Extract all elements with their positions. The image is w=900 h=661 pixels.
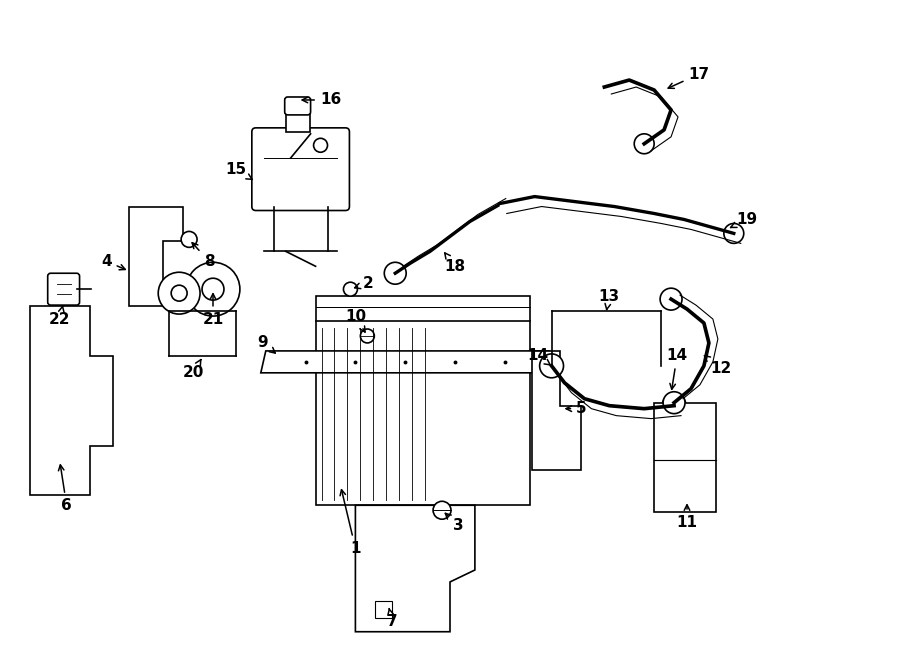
Circle shape	[158, 272, 200, 314]
Text: 14: 14	[527, 348, 551, 366]
FancyBboxPatch shape	[48, 273, 79, 305]
Circle shape	[660, 288, 682, 310]
Polygon shape	[532, 351, 581, 471]
Circle shape	[313, 138, 328, 152]
Text: 7: 7	[387, 609, 398, 629]
Circle shape	[662, 394, 686, 418]
FancyBboxPatch shape	[252, 128, 349, 210]
Text: 21: 21	[202, 293, 223, 327]
Bar	[375, 601, 392, 618]
Circle shape	[181, 231, 197, 247]
FancyBboxPatch shape	[284, 97, 310, 115]
Text: 18: 18	[445, 253, 465, 274]
Text: 3: 3	[446, 514, 464, 533]
Text: 20: 20	[183, 360, 203, 380]
Text: 4: 4	[101, 254, 125, 270]
Text: 10: 10	[345, 309, 366, 332]
Text: 15: 15	[225, 162, 252, 179]
Circle shape	[540, 354, 563, 378]
Circle shape	[634, 134, 654, 154]
Circle shape	[360, 329, 374, 343]
Text: 11: 11	[677, 505, 698, 529]
Circle shape	[186, 262, 240, 316]
Text: 2: 2	[355, 276, 374, 291]
Text: 19: 19	[731, 212, 757, 227]
Bar	[316, 296, 530, 505]
Text: 8: 8	[192, 243, 214, 269]
Circle shape	[202, 278, 224, 300]
Text: 5: 5	[566, 401, 587, 416]
Polygon shape	[130, 206, 183, 306]
Circle shape	[663, 392, 685, 414]
Text: 16: 16	[302, 93, 341, 108]
Circle shape	[724, 223, 743, 243]
Circle shape	[433, 501, 451, 519]
Text: 17: 17	[668, 67, 709, 89]
Text: 14: 14	[667, 348, 688, 389]
Text: 12: 12	[705, 356, 732, 376]
Bar	[285, 112, 310, 132]
Polygon shape	[356, 505, 475, 632]
Bar	[654, 403, 716, 512]
Text: 22: 22	[49, 306, 70, 327]
Polygon shape	[261, 351, 560, 373]
Text: 9: 9	[257, 335, 275, 353]
Polygon shape	[30, 306, 113, 495]
Circle shape	[384, 262, 406, 284]
Text: 13: 13	[598, 289, 620, 310]
Circle shape	[171, 285, 187, 301]
Text: 6: 6	[58, 465, 72, 513]
Circle shape	[344, 282, 357, 296]
Text: 1: 1	[340, 490, 361, 556]
